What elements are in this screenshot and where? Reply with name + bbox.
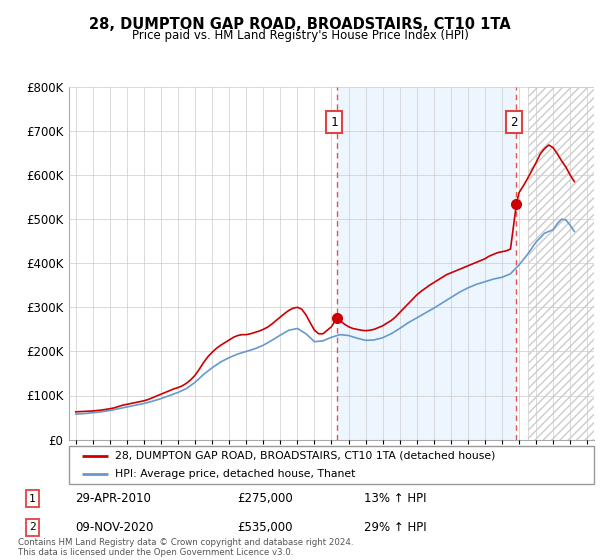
Text: 2: 2 — [510, 115, 518, 129]
FancyBboxPatch shape — [69, 446, 594, 484]
Text: 2: 2 — [29, 522, 36, 533]
Text: HPI: Average price, detached house, Thanet: HPI: Average price, detached house, Than… — [115, 469, 356, 479]
Bar — [337, 87, 517, 440]
Text: 1: 1 — [29, 493, 36, 503]
Text: 28, DUMPTON GAP ROAD, BROADSTAIRS, CT10 1TA: 28, DUMPTON GAP ROAD, BROADSTAIRS, CT10 … — [89, 17, 511, 32]
Text: Contains HM Land Registry data © Crown copyright and database right 2024.
This d: Contains HM Land Registry data © Crown c… — [18, 538, 353, 557]
Text: 1: 1 — [331, 115, 338, 129]
Text: £535,000: £535,000 — [237, 521, 292, 534]
Text: 29% ↑ HPI: 29% ↑ HPI — [364, 521, 426, 534]
Text: 09-NOV-2020: 09-NOV-2020 — [76, 521, 154, 534]
Text: 13% ↑ HPI: 13% ↑ HPI — [364, 492, 426, 505]
Text: 29-APR-2010: 29-APR-2010 — [76, 492, 151, 505]
Text: 28, DUMPTON GAP ROAD, BROADSTAIRS, CT10 1TA (detached house): 28, DUMPTON GAP ROAD, BROADSTAIRS, CT10 … — [115, 451, 496, 461]
Bar — [527, 87, 594, 440]
Text: Price paid vs. HM Land Registry's House Price Index (HPI): Price paid vs. HM Land Registry's House … — [131, 29, 469, 42]
Text: £275,000: £275,000 — [237, 492, 293, 505]
